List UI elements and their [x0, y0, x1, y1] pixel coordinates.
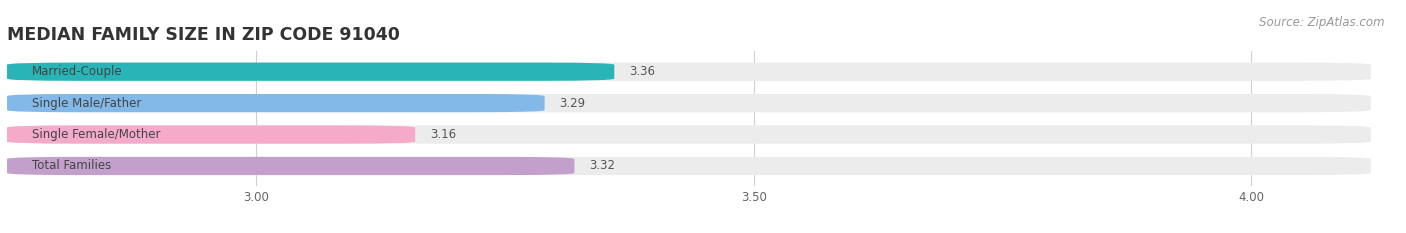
FancyBboxPatch shape: [7, 125, 1371, 144]
Text: 3.32: 3.32: [589, 159, 616, 172]
FancyBboxPatch shape: [7, 157, 575, 175]
Text: 3.29: 3.29: [560, 97, 586, 110]
Text: Single Female/Mother: Single Female/Mother: [32, 128, 160, 141]
Text: MEDIAN FAMILY SIZE IN ZIP CODE 91040: MEDIAN FAMILY SIZE IN ZIP CODE 91040: [7, 26, 399, 44]
Text: 3.36: 3.36: [630, 65, 655, 78]
Text: 3.16: 3.16: [430, 128, 456, 141]
Text: Married-Couple: Married-Couple: [32, 65, 122, 78]
Text: Single Male/Father: Single Male/Father: [32, 97, 141, 110]
Text: Total Families: Total Families: [32, 159, 111, 172]
FancyBboxPatch shape: [7, 63, 614, 81]
Text: Source: ZipAtlas.com: Source: ZipAtlas.com: [1260, 16, 1385, 29]
FancyBboxPatch shape: [7, 63, 1371, 81]
FancyBboxPatch shape: [7, 94, 1371, 112]
FancyBboxPatch shape: [7, 125, 415, 144]
FancyBboxPatch shape: [7, 157, 1371, 175]
FancyBboxPatch shape: [7, 94, 544, 112]
